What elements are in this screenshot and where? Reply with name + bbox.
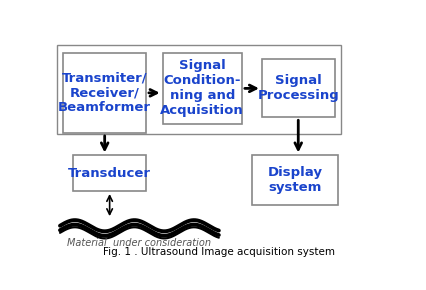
Text: Fig. 1 . Ultrasound Image acquisition system: Fig. 1 . Ultrasound Image acquisition sy… xyxy=(103,247,334,257)
Text: Signal
Condition-
ning and
Acquisition: Signal Condition- ning and Acquisition xyxy=(160,59,244,117)
Bar xyxy=(162,53,242,124)
Bar xyxy=(261,59,334,117)
Bar xyxy=(251,155,337,204)
Text: Material  under consideration: Material under consideration xyxy=(66,238,210,248)
Bar xyxy=(57,45,340,134)
Text: Transducer: Transducer xyxy=(68,167,151,180)
Text: Signal
Processing: Signal Processing xyxy=(257,75,338,102)
Text: Display
system: Display system xyxy=(267,166,322,194)
Bar xyxy=(73,155,146,191)
Bar xyxy=(63,53,146,133)
Text: Transmiter/
Receiver/
Beamformer: Transmiter/ Receiver/ Beamformer xyxy=(58,71,151,114)
